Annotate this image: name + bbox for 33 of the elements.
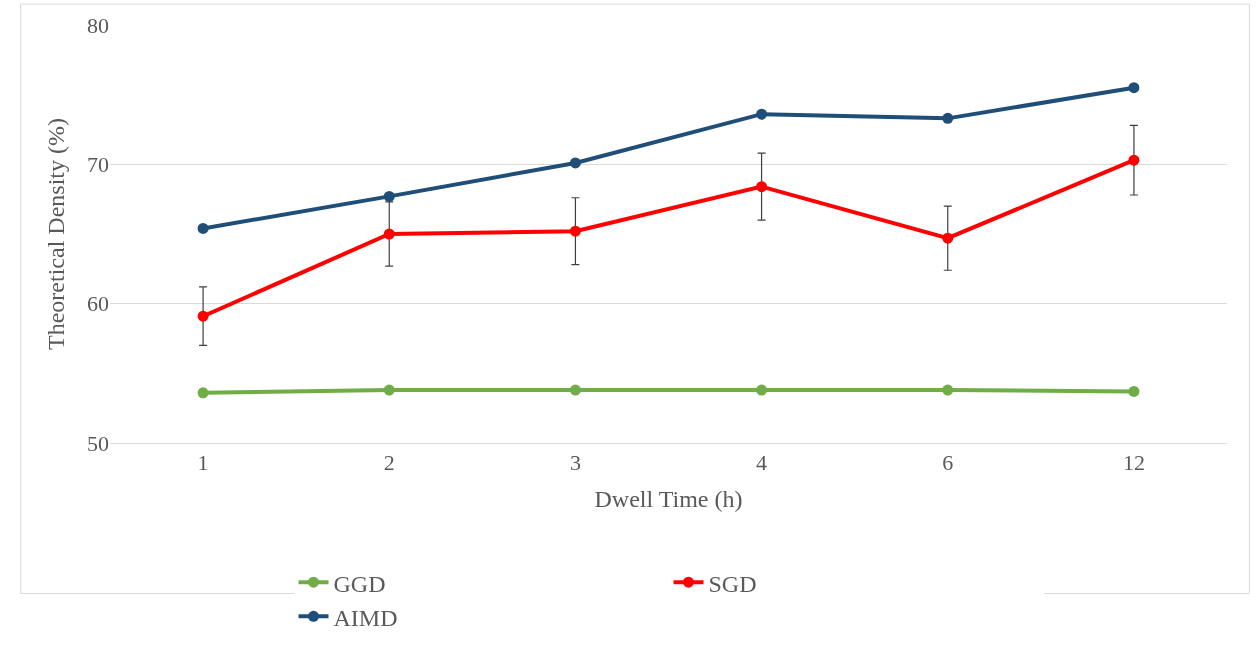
point bbox=[197, 222, 209, 234]
point bbox=[942, 112, 954, 124]
legend-label: GGD bbox=[333, 570, 386, 597]
y-tick-label: 70 bbox=[87, 152, 109, 178]
x-tick-label: 3 bbox=[569, 450, 581, 476]
legend-label: AIMD bbox=[333, 604, 398, 631]
point bbox=[1128, 82, 1140, 94]
x-axis-title: Dwell Time (h) bbox=[594, 485, 743, 512]
point bbox=[756, 108, 768, 120]
point bbox=[197, 387, 209, 399]
legend-label: SGD bbox=[708, 570, 757, 597]
y-tick-label: 60 bbox=[87, 291, 109, 317]
point bbox=[756, 181, 768, 193]
point bbox=[569, 384, 581, 396]
point bbox=[569, 225, 581, 237]
x-tick-label: 4 bbox=[756, 450, 768, 476]
x-tick-label: 6 bbox=[942, 450, 954, 476]
x-tick-label: 2 bbox=[383, 450, 395, 476]
point bbox=[942, 384, 954, 396]
point bbox=[942, 232, 954, 244]
point bbox=[1128, 385, 1140, 397]
y-axis-title: Theoretical Density (%) bbox=[43, 118, 70, 350]
y-tick-label: 50 bbox=[87, 430, 109, 456]
point bbox=[383, 190, 395, 202]
point bbox=[383, 384, 395, 396]
point bbox=[1128, 154, 1140, 166]
point bbox=[197, 310, 209, 322]
x-tick-label: 12 bbox=[1122, 450, 1145, 476]
point bbox=[569, 157, 581, 169]
point bbox=[756, 384, 768, 396]
y-tick-label: 80 bbox=[87, 12, 109, 38]
point bbox=[383, 228, 395, 240]
x-tick-label: 1 bbox=[197, 450, 209, 476]
